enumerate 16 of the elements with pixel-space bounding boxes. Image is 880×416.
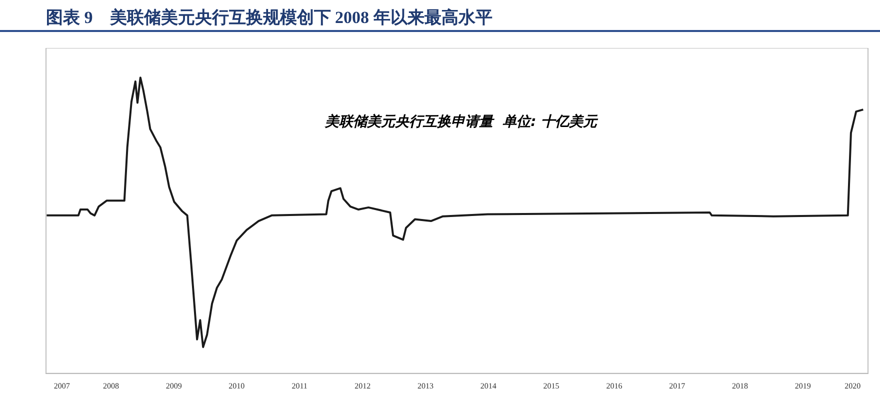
annotation: 美联储美元央行互换申请量 单位: 十亿美元: [324, 113, 600, 130]
x-tick-label: 2013: [417, 381, 434, 390]
chart-title: 图表 9 美联储美元央行互换规模创下 2008 年以来最高水平: [0, 0, 880, 32]
x-tick-label: 2012: [354, 381, 371, 390]
x-tick-label: 2016: [606, 381, 622, 390]
x-tick-label: 2019: [794, 381, 811, 390]
x-tick-label: 2008: [102, 381, 119, 390]
x-tick-label: 2011: [292, 381, 308, 390]
x-tick-label: 2017: [669, 381, 686, 390]
x-tick-label: 2010: [228, 381, 245, 390]
x-tick-label: 2014: [480, 381, 496, 390]
x-tick-label: 2015: [543, 381, 560, 390]
x-tick-label: 2020: [844, 381, 861, 390]
x-tick-label: 2007: [54, 381, 70, 390]
x-tick-label: 2009: [166, 381, 182, 390]
x-tick-label: 2018: [732, 381, 748, 390]
